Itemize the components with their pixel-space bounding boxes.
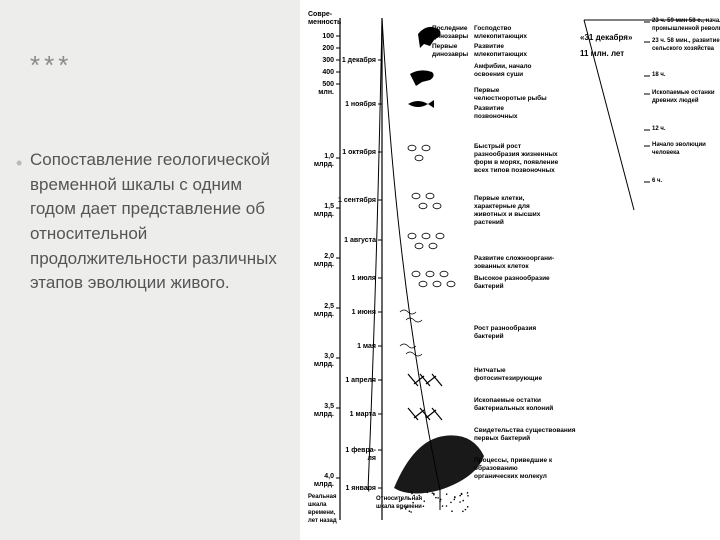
svg-text:Амфибии, началоосвоения суши: Амфибии, началоосвоения суши [474, 62, 532, 78]
svg-text:1 мая: 1 мая [357, 343, 376, 350]
svg-text:3,0млрд.: 3,0млрд. [314, 353, 334, 368]
svg-text:18 ч.: 18 ч. [652, 72, 666, 78]
svg-text:1,0млрд.: 1,0млрд. [314, 153, 334, 168]
svg-text:Ископаемые останкидревних люде: Ископаемые останкидревних людей [652, 90, 715, 104]
svg-text:Развитиепозвоночных: Развитиепозвоночных [474, 105, 518, 120]
body-paragraph: • Сопоставление геологической временной … [30, 148, 290, 296]
svg-text:11 млн. лет: 11 млн. лет [580, 49, 624, 58]
svg-text:1 июля: 1 июля [352, 275, 376, 282]
svg-text:Первыединозавры: Первыединозавры [432, 43, 469, 58]
svg-text:Ископаемые остаткибактериальны: Ископаемые остаткибактериальных колоний [474, 397, 553, 412]
svg-text:1 марта: 1 марта [350, 411, 376, 418]
svg-text:Совре-менность: Совре-менность [308, 11, 342, 26]
svg-text:1 августа: 1 августа [344, 237, 376, 244]
slide-title: *** [30, 50, 72, 81]
svg-text:1 января: 1 января [345, 485, 376, 492]
bullet-icon: • [16, 150, 22, 176]
svg-text:Высокое разнообразиебактерий: Высокое разнообразиебактерий [474, 274, 550, 290]
geologic-timeline-diagram: Совре-менность 100 200 300 400 500млн. 1,0млрд… [300, 0, 720, 540]
svg-text:200: 200 [322, 45, 334, 52]
svg-text:1 ноября: 1 ноября [345, 100, 376, 108]
svg-text:Развитие сложнооргани-зованных: Развитие сложнооргани-зованных клеток [474, 255, 554, 270]
svg-text:1 декабря: 1 декабря [342, 56, 376, 64]
svg-text:1 июня: 1 июня [352, 309, 376, 316]
svg-text:1 февра- ля: 1 февра- ля [345, 447, 376, 462]
svg-text:100: 100 [322, 33, 334, 40]
svg-text:Первые клетки,характерные дляж: Первые клетки,характерные дляживотных и … [473, 195, 541, 226]
svg-text:Реальнаяшкалавремени,лет назад: Реальнаяшкалавремени,лет назад [308, 494, 337, 524]
svg-text:1 апреля: 1 апреля [345, 377, 376, 384]
svg-text:300: 300 [322, 57, 334, 64]
svg-text:400: 400 [322, 69, 334, 76]
svg-text:23 ч. 59 мин 58 с., началопром: 23 ч. 59 мин 58 с., началопромышленной р… [652, 18, 720, 32]
paragraph-text: Сопоставление геологической временной шк… [30, 150, 277, 292]
svg-text:23 ч. 58 мин., развитиесельско: 23 ч. 58 мин., развитиесельского хозяйст… [652, 38, 720, 52]
svg-text:Рост разнообразиябактерий: Рост разнообразиябактерий [474, 324, 536, 340]
svg-text:Нитчатыефотосинтезирующие: Нитчатыефотосинтезирующие [474, 367, 542, 382]
svg-text:Господствомлекопитающих: Господствомлекопитающих [474, 25, 527, 40]
svg-text:Относительнаяшкала времени: Относительнаяшкала времени [376, 496, 423, 510]
svg-text:Быстрый ростразнообразия жизне: Быстрый ростразнообразия жизненныхформ в… [474, 142, 559, 174]
svg-text:Последниединозавры: Последниединозавры [432, 25, 469, 40]
svg-text:1 сентября: 1 сентября [338, 196, 376, 204]
svg-text:6 ч.: 6 ч. [652, 178, 662, 184]
svg-text:2,5млрд.: 2,5млрд. [314, 303, 334, 318]
svg-text:2,0млрд.: 2,0млрд. [314, 253, 334, 268]
svg-text:Начало эволюциичеловека: Начало эволюциичеловека [652, 142, 706, 156]
svg-text:Первыечелюстноротые рыбы: Первыечелюстноротые рыбы [474, 87, 547, 102]
svg-text:500млн.: 500млн. [318, 81, 334, 96]
svg-text:3,5млрд.: 3,5млрд. [314, 403, 334, 418]
svg-text:1,5млрд.: 1,5млрд. [314, 203, 334, 218]
svg-text:1 октября: 1 октября [342, 148, 376, 156]
svg-text:Свидетельства существованияпер: Свидетельства существованияпервых бактер… [474, 427, 576, 442]
svg-text:4,0млрд.: 4,0млрд. [314, 473, 334, 488]
svg-text:12 ч.: 12 ч. [652, 126, 666, 132]
svg-text:Развитиемлекопитающих: Развитиемлекопитающих [474, 43, 527, 58]
svg-text:Процессы, приведшие кобразован: Процессы, приведшие кобразованиюорганиче… [474, 457, 553, 480]
